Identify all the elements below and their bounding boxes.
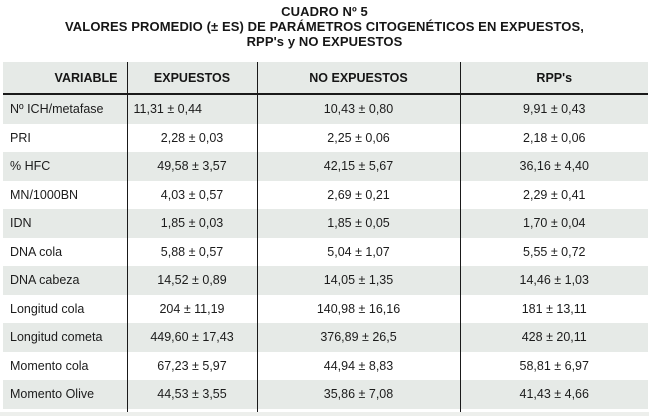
cell-rpps: 181 ± 13,11 <box>459 294 648 323</box>
column-header-no-expuestos: NO EXPUESTOS <box>256 62 460 95</box>
cell-expuestos: 204 ± 11,19 <box>126 294 257 323</box>
table-row: Longitud cometa 449,60 ± 17,43 376,89 ± 26… <box>3 323 648 352</box>
bottom-edge-strip <box>0 412 649 416</box>
table-row: IDN 1,85 ± 0,03 1,85 ± 0,05 1,70 ± 0,04 <box>3 209 648 238</box>
cell-no-expuestos: 2,69 ± 0,21 <box>256 180 460 209</box>
cell-rpps: 36,16 ± 4,40 <box>459 152 648 181</box>
cell-no-expuestos: 140,98 ± 16,16 <box>256 294 460 323</box>
cell-variable: DNA cabeza <box>3 266 127 295</box>
cell-variable: Momento cola <box>10 358 89 373</box>
cell-no-expuestos: 5,04 ± 1,07 <box>256 237 460 266</box>
table-row: % HFC 49,58 ± 3,57 42,15 ± 5,67 36,16 ± 4,4… <box>3 152 648 181</box>
cell-variable: % HFC <box>3 152 127 181</box>
cell-variable: Longitud cola <box>10 301 85 316</box>
table-row: DNA cabeza 14,52 ± 0,89 14,05 ± 1,35 14,46 … <box>3 266 648 295</box>
cell-no-expuestos: 35,86 ± 7,08 <box>256 380 460 409</box>
column-header-rpps: RPP's <box>459 62 648 95</box>
table-tail-row <box>3 408 648 413</box>
table-row: PRI 2,28 ± 0,03 2,25 ± 0,06 2,18 ± 0,06 <box>3 123 648 152</box>
table-body: Nº ICH/metafase 11,31 ± 0,44 10,43 ± 0,80 9… <box>3 94 648 413</box>
cell-expuestos: 49,58 ± 3,57 <box>126 152 257 181</box>
header-row: VARIABLE EXPUESTOS NO EXPUESTOS RPP's <box>3 62 648 95</box>
table-row: MN/1000BN 4,03 ± 0,57 2,69 ± 0,21 2,29 ± 0,… <box>3 180 648 209</box>
cell-variable: DNA cola <box>10 244 63 259</box>
cell-expuestos: 44,53 ± 3,55 <box>126 380 257 409</box>
cell-variable: Nº ICH/metafase <box>3 94 127 124</box>
tail-cell <box>459 408 648 413</box>
cell-no-expuestos: 44,94 ± 8,83 <box>256 351 460 380</box>
cell-variable: MN/1000BN <box>10 187 79 202</box>
cell-expuestos: 67,23 ± 5,97 <box>126 351 257 380</box>
title-line-2: VALORES PROMEDIO (± ES) DE PARÁMETROS CI… <box>64 19 584 34</box>
cell-expuestos: 14,52 ± 0,89 <box>126 266 257 295</box>
column-header-variable: VARIABLE <box>3 62 127 95</box>
title-line-3: RPP's y NO EXPUESTOS <box>246 34 403 49</box>
cell-rpps: 14,46 ± 1,03 <box>459 266 648 295</box>
cell-rpps: 58,81 ± 6,97 <box>459 351 648 380</box>
parameters-table: VARIABLE EXPUESTOS NO EXPUESTOS RPP's Nº… <box>3 62 648 413</box>
tail-cell <box>126 408 257 413</box>
cell-expuestos: 2,28 ± 0,03 <box>126 123 257 152</box>
cell-rpps: 2,29 ± 0,41 <box>459 180 648 209</box>
table-row: Momento cola 67,23 ± 5,97 44,94 ± 8,83 58,8… <box>3 351 648 380</box>
cell-no-expuestos: 1,85 ± 0,05 <box>256 209 460 238</box>
cell-rpps: 9,91 ± 0,43 <box>459 94 648 124</box>
title-line-1: CUADRO Nº 5 <box>281 4 368 19</box>
cell-rpps: 2,18 ± 0,06 <box>459 123 648 152</box>
cell-rpps: 5,55 ± 0,72 <box>459 237 648 266</box>
cell-rpps: 428 ± 20,11 <box>459 323 648 352</box>
cell-rpps: 1,70 ± 0,04 <box>459 209 648 238</box>
column-header-expuestos: EXPUESTOS <box>126 62 257 95</box>
table-title: CUADRO Nº 5 VALORES PROMEDIO (± ES) DE P… <box>0 0 649 49</box>
table-row: Nº ICH/metafase 11,31 ± 0,44 10,43 ± 0,80 9… <box>3 94 648 124</box>
tail-cell <box>3 408 127 413</box>
cell-no-expuestos: 14,05 ± 1,35 <box>256 266 460 295</box>
table-row: Longitud cola 204 ± 11,19 140,98 ± 16,16 18… <box>3 294 648 323</box>
tail-cell <box>256 408 460 413</box>
cell-expuestos: 4,03 ± 0,57 <box>126 180 257 209</box>
table-header: VARIABLE EXPUESTOS NO EXPUESTOS RPP's <box>3 62 648 95</box>
cell-expuestos: 449,60 ± 17,43 <box>126 323 257 352</box>
cell-variable: PRI <box>10 130 31 145</box>
table-row: DNA cola 5,88 ± 0,57 5,04 ± 1,07 5,55 ± 0,7… <box>3 237 648 266</box>
cell-variable: Momento Olive <box>3 380 127 409</box>
cell-variable: Longitud cometa <box>3 323 127 352</box>
cell-expuestos: 1,85 ± 0,03 <box>126 209 257 238</box>
cell-no-expuestos: 2,25 ± 0,06 <box>256 123 460 152</box>
cell-no-expuestos: 42,15 ± 5,67 <box>256 152 460 181</box>
cell-no-expuestos: 10,43 ± 0,80 <box>256 94 460 124</box>
cell-variable: IDN <box>3 209 127 238</box>
cell-expuestos: 5,88 ± 0,57 <box>126 237 257 266</box>
cell-rpps: 41,43 ± 4,66 <box>459 380 648 409</box>
cell-expuestos: 11,31 ± 0,44 <box>126 94 257 124</box>
table-row: Momento Olive 44,53 ± 3,55 35,86 ± 7,08 41,… <box>3 380 648 409</box>
cell-no-expuestos: 376,89 ± 26,5 <box>256 323 460 352</box>
